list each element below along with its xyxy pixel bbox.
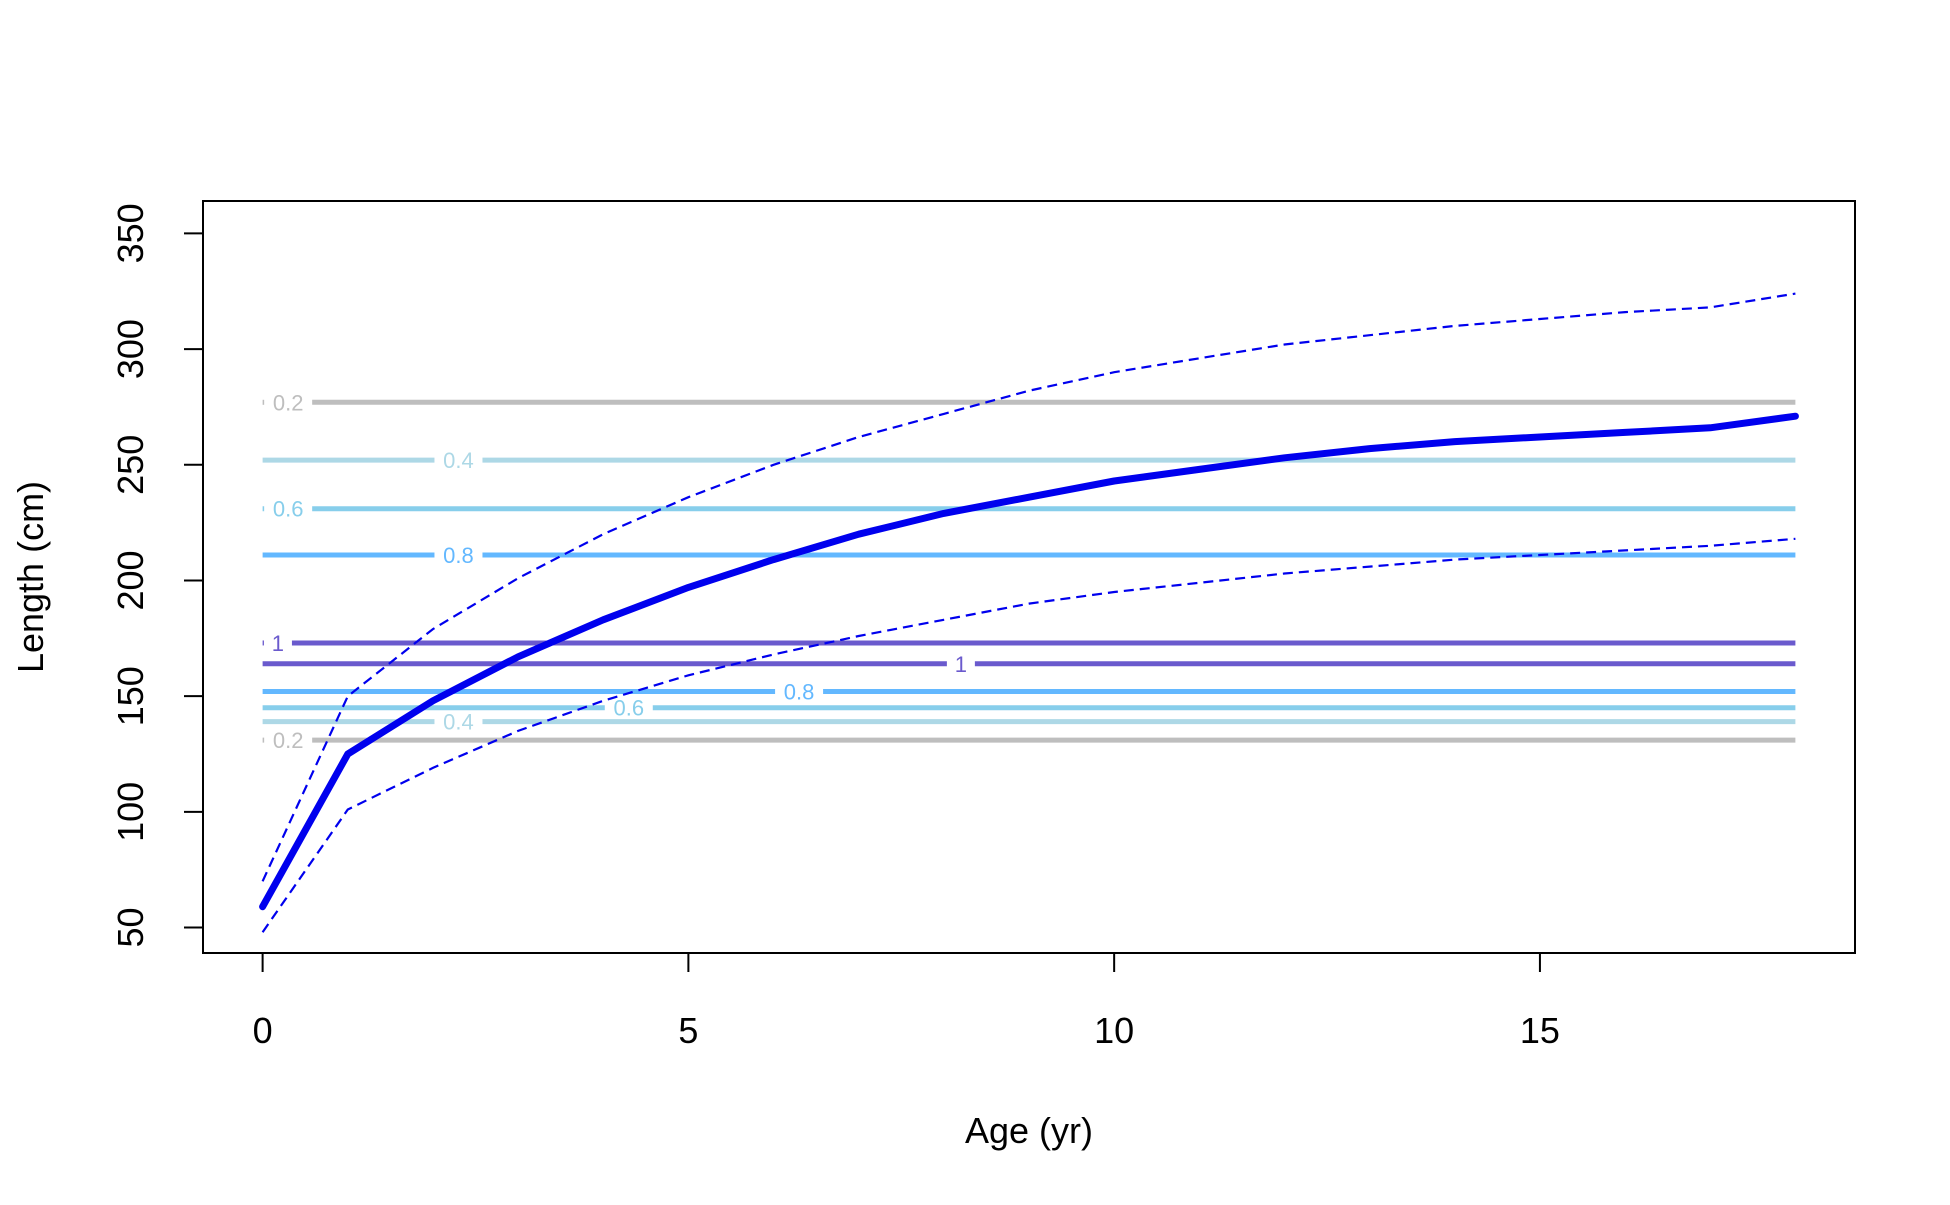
y-axis: 50 100 150 200 250 300 350 bbox=[110, 203, 204, 948]
contour-label: 1 bbox=[955, 652, 967, 677]
y-tick-label: 100 bbox=[110, 782, 151, 842]
growth-curves bbox=[259, 292, 1799, 933]
y-axis-label: Length (cm) bbox=[10, 481, 51, 673]
contour-label: 0.8 bbox=[784, 680, 815, 705]
contour-label: 0.6 bbox=[273, 497, 304, 522]
x-axis: 0 5 10 15 bbox=[253, 952, 1560, 1051]
contour-label: 0.4 bbox=[443, 710, 474, 735]
y-tick-label: 150 bbox=[110, 666, 151, 726]
contour-lines: 0.2 0.4 0.6 0.8 1 1 0.8 0.6 0.4 0.2 bbox=[262, 390, 1796, 753]
x-axis-label: Age (yr) bbox=[965, 1110, 1093, 1151]
contour-label: 0.4 bbox=[443, 448, 474, 473]
upper-interval-line bbox=[261, 292, 1796, 882]
x-tick-label: 5 bbox=[678, 1010, 698, 1051]
lower-interval-line bbox=[261, 537, 1796, 933]
y-tick-label: 50 bbox=[110, 907, 151, 947]
x-tick-label: 10 bbox=[1094, 1010, 1134, 1051]
x-tick-label: 0 bbox=[253, 1010, 273, 1051]
mean-growth-line bbox=[259, 412, 1799, 911]
contour-label: 0.2 bbox=[273, 728, 304, 753]
contour-label: 0.8 bbox=[443, 543, 474, 568]
x-tick-label: 15 bbox=[1520, 1010, 1560, 1051]
contour-label: 0.2 bbox=[273, 390, 304, 415]
y-tick-label: 350 bbox=[110, 203, 151, 263]
y-tick-label: 200 bbox=[110, 550, 151, 610]
contour-label: 0.6 bbox=[613, 696, 644, 721]
y-tick-label: 250 bbox=[110, 435, 151, 495]
y-tick-label: 300 bbox=[110, 319, 151, 379]
contour-label: 1 bbox=[272, 631, 284, 656]
